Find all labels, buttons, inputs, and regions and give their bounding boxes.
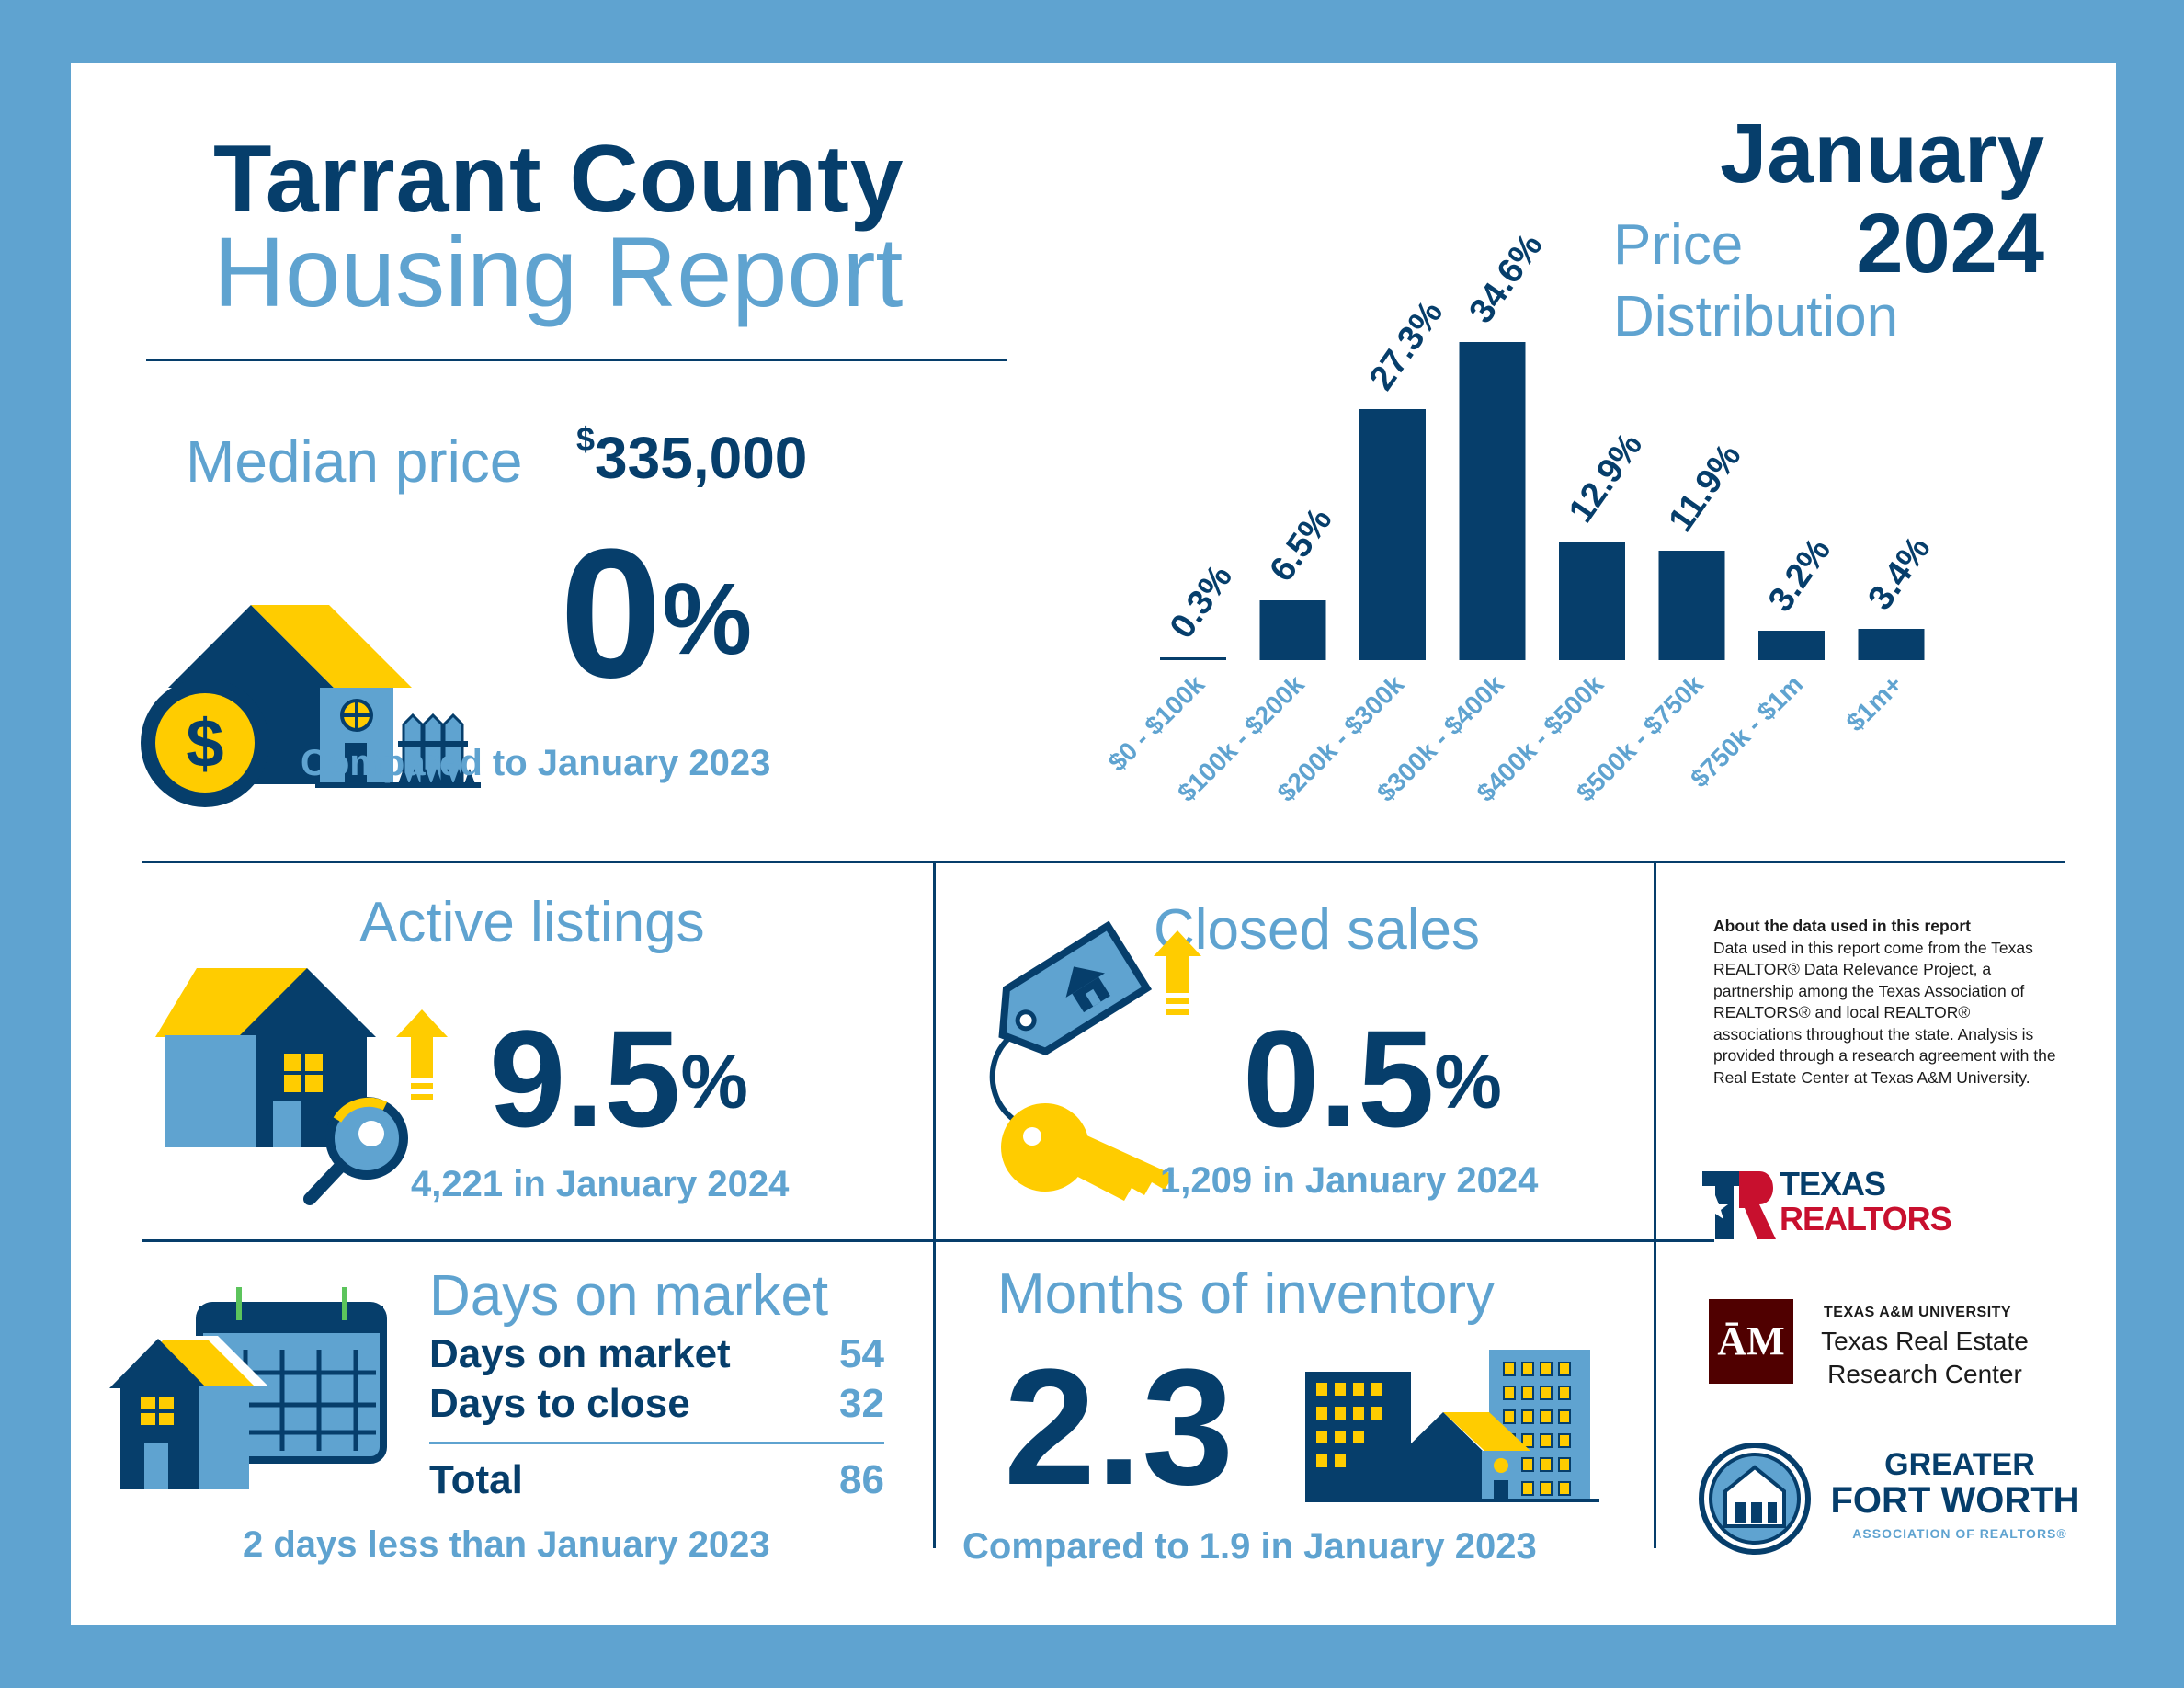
column-divider-left bbox=[933, 862, 936, 1548]
gfw-logo: GREATER FORT WORTH ASSOCIATION OF REALTO… bbox=[1698, 1442, 2102, 1561]
texas-realtors-logo: TEXAS REALTORS bbox=[1702, 1166, 1978, 1245]
days-on-market-table: Days on market 54 Days to close 32 Total… bbox=[429, 1331, 884, 1503]
key-tag-icon bbox=[989, 920, 1201, 1201]
bar-1 bbox=[1259, 600, 1326, 660]
bar-5 bbox=[1658, 551, 1725, 660]
title-divider bbox=[146, 359, 1007, 361]
report-period: January 2024 bbox=[1720, 108, 2044, 289]
gfw-emblem-icon bbox=[1699, 1443, 1811, 1555]
section-divider-top bbox=[142, 861, 2065, 863]
active-listings-detail: 4,221 in January 2024 bbox=[411, 1164, 790, 1204]
days-on-market-detail: 2 days less than January 2023 bbox=[243, 1524, 770, 1565]
gfw-line3: ASSOCIATION OF REALTORS® bbox=[1852, 1526, 2067, 1541]
city-buildings-icon bbox=[1305, 1350, 1599, 1502]
texas-realtors-mark-icon bbox=[1702, 1171, 1776, 1239]
tamu-line3: Research Center bbox=[1827, 1360, 2022, 1388]
report-month: January bbox=[1720, 107, 2044, 200]
dom-row-label: Days to close bbox=[429, 1381, 690, 1426]
chart-title: Price Distribution bbox=[1613, 210, 1898, 353]
active-listings-unit: % bbox=[680, 1040, 748, 1125]
about-data: About the data used in this report Data … bbox=[1713, 916, 2063, 1089]
svg-text:$: $ bbox=[186, 705, 223, 781]
active-listings-value: 9.5 bbox=[489, 1001, 681, 1156]
bar-6 bbox=[1758, 631, 1825, 660]
tamu-line1: TEXAS A&M UNIVERSITY bbox=[1824, 1305, 2012, 1320]
tamu-line2: Texas Real Estate bbox=[1821, 1327, 2029, 1355]
house-search-icon bbox=[155, 968, 448, 1205]
median-price-value: $335,000 bbox=[576, 420, 808, 492]
dom-row-days-on-market: Days on market 54 bbox=[429, 1331, 884, 1381]
bar-value-label-6: 3.2% bbox=[1761, 531, 1838, 619]
section-divider-middle bbox=[142, 1239, 1714, 1242]
bar-value-label-1: 6.5% bbox=[1262, 501, 1339, 588]
category-label-0: $0 - $100k bbox=[1103, 669, 1211, 777]
median-price-amount: 335,000 bbox=[595, 425, 808, 491]
median-change-value: 0 bbox=[560, 511, 663, 716]
about-heading: About the data used in this report bbox=[1713, 917, 1972, 935]
title-report: Housing Report bbox=[213, 216, 904, 327]
house-money-icon: $ bbox=[141, 605, 481, 807]
dom-row-days-to-close: Days to close 32 bbox=[429, 1381, 884, 1431]
calendar-house-icon bbox=[108, 1287, 387, 1489]
closed-sales-change: 0.5% bbox=[1243, 1009, 1502, 1147]
report-page: Tarrant County Housing Report January 20… bbox=[71, 63, 2116, 1625]
chart-title-line1: Price bbox=[1613, 213, 1744, 277]
tamu-mark-icon: ĀM bbox=[1709, 1299, 1793, 1384]
bar-2 bbox=[1359, 409, 1426, 660]
dom-total-value: 86 bbox=[839, 1457, 884, 1502]
months-inventory-title: Months of inventory bbox=[997, 1262, 1496, 1326]
bar-3 bbox=[1459, 342, 1526, 660]
median-change: 0% bbox=[560, 522, 752, 706]
median-price-label: Median price bbox=[186, 428, 523, 495]
months-inventory-detail: Compared to 1.9 in January 2023 bbox=[962, 1526, 1537, 1567]
active-listings-change: 9.5% bbox=[489, 1009, 748, 1147]
median-change-unit: % bbox=[662, 562, 753, 676]
bar-value-label-5: 11.9% bbox=[1661, 438, 1748, 540]
median-comparison: Compared to January 2023 bbox=[301, 743, 771, 783]
dom-row-label: Days on market bbox=[429, 1331, 731, 1376]
closed-sales-unit: % bbox=[1434, 1040, 1502, 1125]
category-label-7: $1m+ bbox=[1841, 669, 1908, 736]
texas-realtors-line1: TEXAS bbox=[1780, 1165, 1886, 1203]
bar-value-label-3: 34.6% bbox=[1462, 227, 1550, 330]
bar-4 bbox=[1559, 542, 1625, 660]
texas-realtors-line2: REALTORS bbox=[1780, 1200, 1952, 1237]
dom-row-total: Total 86 bbox=[429, 1457, 884, 1503]
closed-sales-title: Closed sales bbox=[1154, 898, 1480, 962]
active-listings-title: Active listings bbox=[359, 891, 705, 954]
tamu-logo: ĀM TEXAS A&M UNIVERSITY Texas Real Estat… bbox=[1709, 1299, 2095, 1400]
title-county: Tarrant County bbox=[213, 126, 904, 233]
bar-value-label-7: 3.4% bbox=[1860, 530, 1938, 617]
dom-row-value: 32 bbox=[839, 1381, 884, 1426]
gfw-line1: GREATER bbox=[1884, 1447, 2035, 1482]
bar-value-label-4: 12.9% bbox=[1562, 427, 1650, 530]
report-year: 2024 bbox=[1856, 197, 2044, 291]
closed-sales-value: 0.5 bbox=[1243, 1001, 1435, 1156]
bar-value-label-2: 27.3% bbox=[1362, 294, 1450, 397]
bar-0 bbox=[1160, 657, 1226, 660]
bar-value-label-0: 0.3% bbox=[1163, 558, 1240, 645]
currency-symbol: $ bbox=[576, 420, 596, 458]
about-body: Data used in this report come from the T… bbox=[1713, 938, 2056, 1087]
column-divider-right bbox=[1654, 862, 1656, 1548]
gfw-line2: FORT WORTH bbox=[1830, 1480, 2080, 1521]
chart-title-line2: Distribution bbox=[1613, 285, 1899, 348]
dom-total-label: Total bbox=[429, 1457, 523, 1502]
dom-row-value: 54 bbox=[839, 1331, 884, 1376]
closed-sales-detail: 1,209 in January 2024 bbox=[1160, 1160, 1539, 1201]
days-on-market-title: Days on market bbox=[429, 1264, 829, 1328]
bar-7 bbox=[1858, 629, 1925, 660]
months-inventory-value: 2.3 bbox=[1004, 1335, 1234, 1520]
dom-total-divider bbox=[429, 1442, 884, 1444]
